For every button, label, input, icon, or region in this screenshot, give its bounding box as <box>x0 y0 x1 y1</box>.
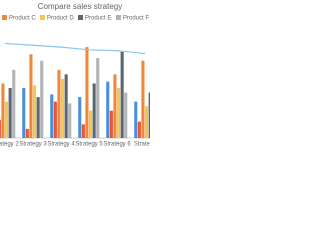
bar <box>78 97 82 138</box>
bar <box>117 88 121 138</box>
x-tick-label: Strategy 3 <box>19 142 47 148</box>
chart-title: Compare sales strategy <box>38 2 122 11</box>
bar <box>81 124 85 138</box>
legend-swatch <box>40 15 45 20</box>
x-tick-label: Strategy 2 <box>0 142 19 148</box>
bar <box>50 94 54 138</box>
legend-label: Product D <box>47 16 74 22</box>
legend-swatch <box>2 15 7 20</box>
legend-label: Product E <box>85 16 111 22</box>
x-tick-label: Strategy 6 <box>103 142 131 148</box>
bar <box>61 78 65 138</box>
bar <box>22 88 26 138</box>
chart: Compare sales strategy Product C Product … <box>0 2 150 148</box>
bar <box>0 119 1 138</box>
bar <box>106 81 110 138</box>
bar <box>124 92 128 138</box>
x-tick-label: Strategy <box>134 142 150 148</box>
bar <box>1 83 5 138</box>
bar <box>12 69 16 138</box>
bar <box>89 110 93 138</box>
bar <box>148 92 150 138</box>
bar <box>137 121 141 138</box>
legend-label: Product F <box>123 16 149 22</box>
page: {"chart_data": {"type": "bar", "title": … <box>0 2 150 148</box>
legend-label: Product C <box>9 16 36 22</box>
bar <box>109 110 113 138</box>
bar <box>141 60 145 138</box>
bar <box>5 101 9 138</box>
bar <box>68 103 72 138</box>
bar <box>25 128 29 138</box>
bar <box>145 106 149 138</box>
bar <box>64 74 68 138</box>
bar <box>29 54 33 139</box>
x-tick-label: Strategy 5 <box>75 142 103 148</box>
bar <box>40 60 44 138</box>
bar <box>120 51 124 138</box>
bar <box>8 88 12 138</box>
bar <box>134 101 138 138</box>
bar <box>96 58 100 138</box>
bar <box>33 85 37 138</box>
legend-swatch <box>78 15 83 20</box>
legend-swatch <box>116 15 121 20</box>
x-tick-label: Strategy 4 <box>47 142 75 148</box>
bar <box>57 69 61 138</box>
bar <box>85 47 89 138</box>
bar <box>92 83 96 138</box>
bar <box>36 97 40 138</box>
bar <box>113 74 117 138</box>
bar <box>53 101 57 138</box>
line <box>4 42 146 55</box>
